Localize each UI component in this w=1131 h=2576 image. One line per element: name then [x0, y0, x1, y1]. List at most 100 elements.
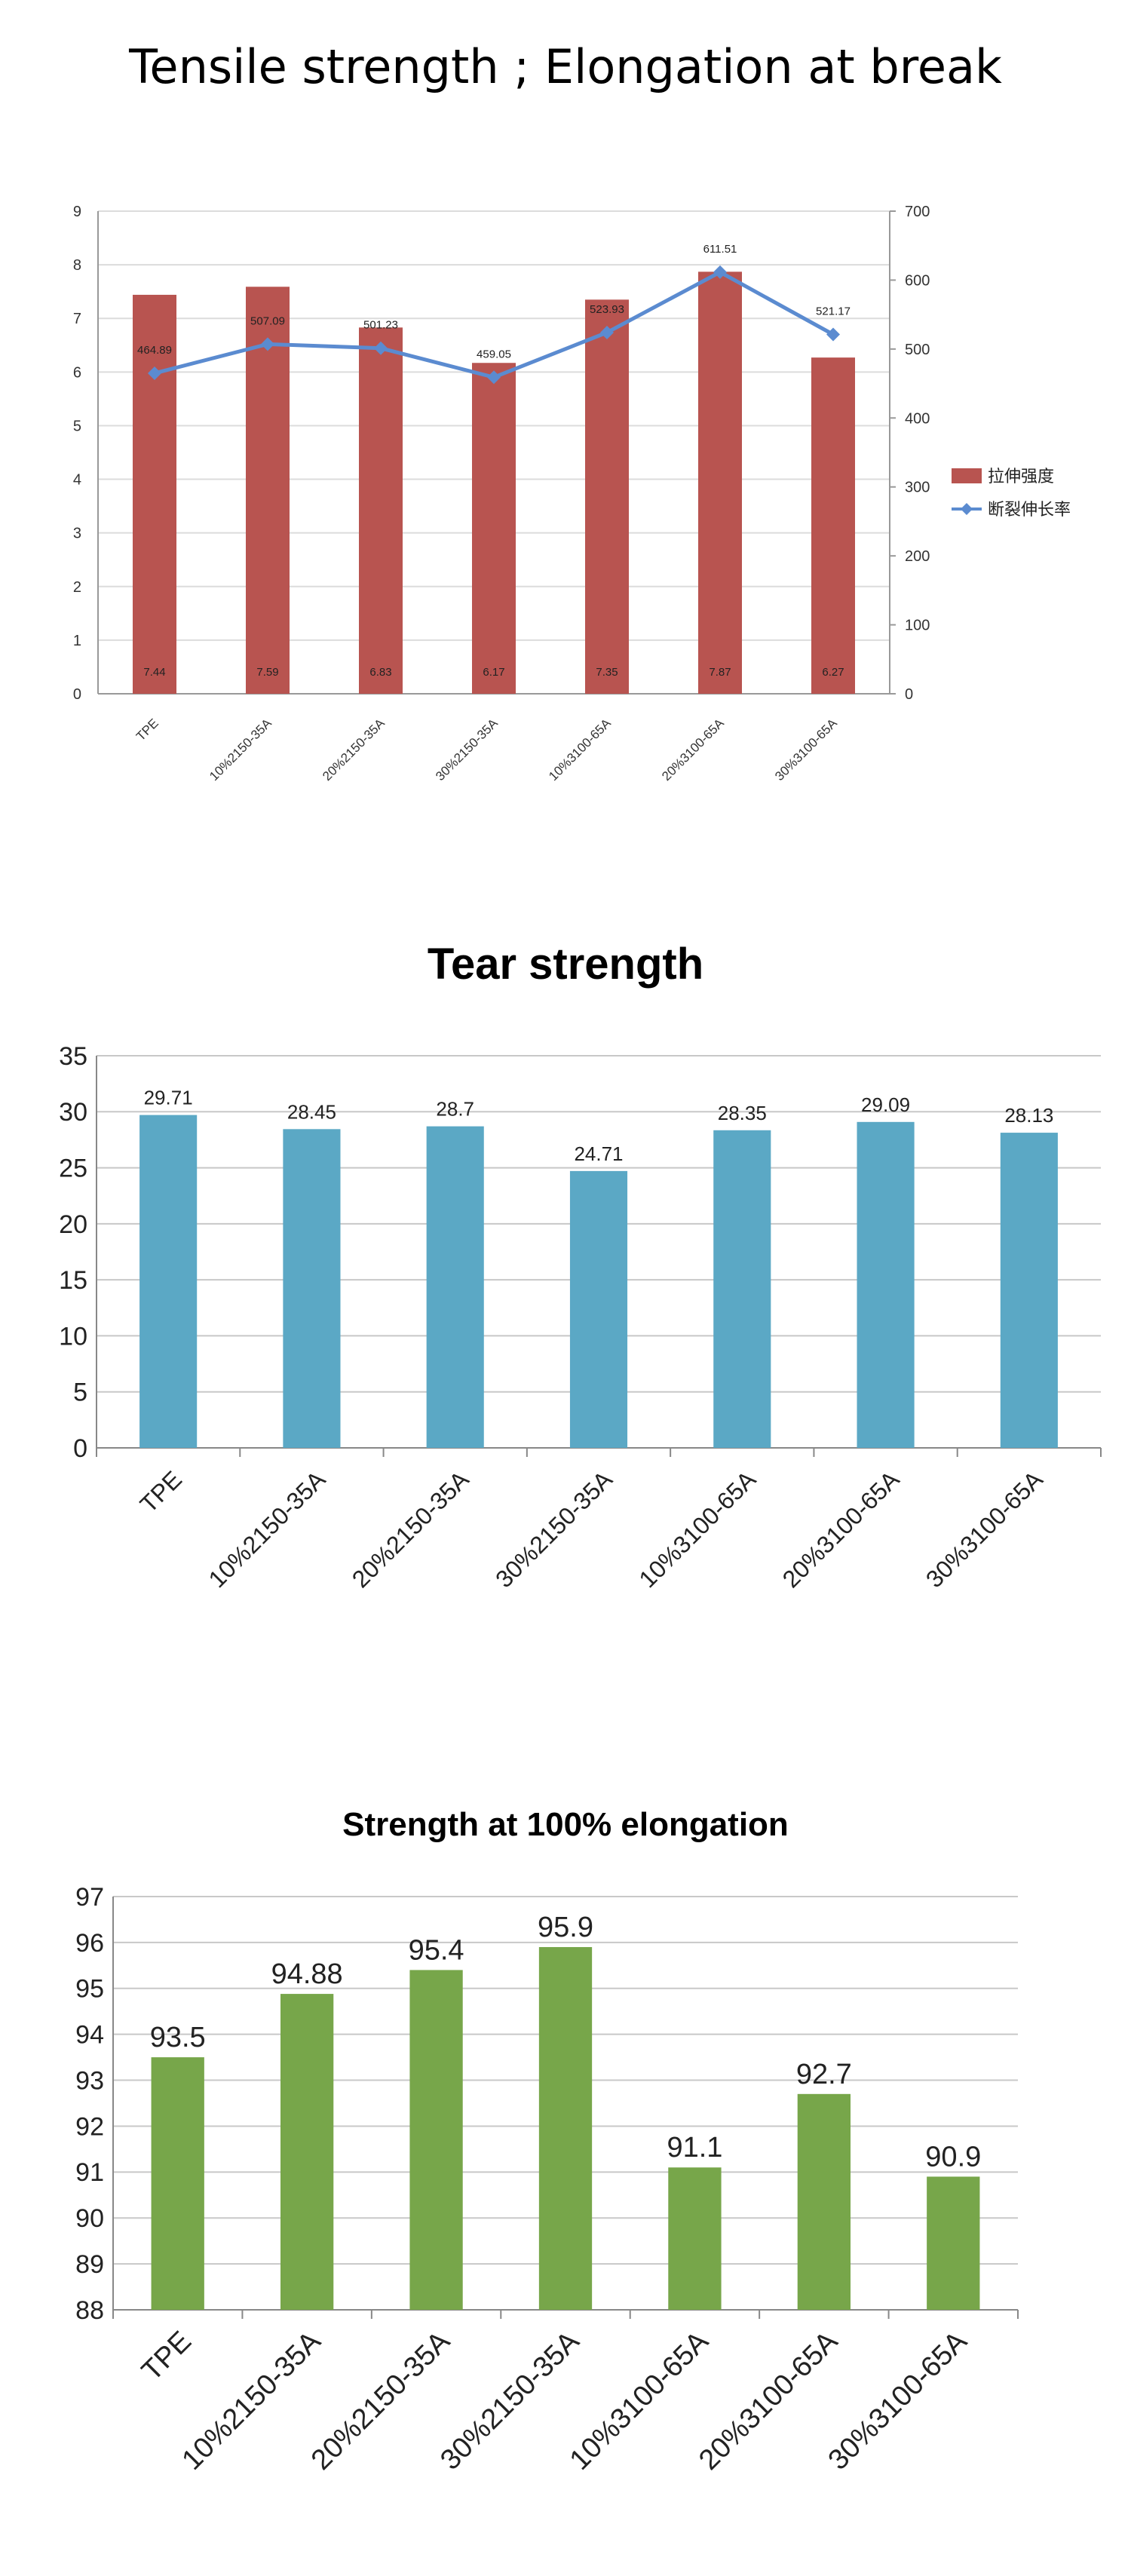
y-tick-label: 94 — [75, 2021, 104, 2050]
x-tick-label: 10%3100-65A — [564, 2325, 715, 2476]
x-tick-label: 30%2150-35A — [490, 1465, 618, 1593]
y-tick-label: 0 — [73, 1434, 87, 1463]
line-marker — [487, 370, 501, 385]
line-data-label: 507.09 — [250, 314, 285, 327]
bar — [472, 363, 516, 694]
data-label: 95.4 — [409, 1934, 464, 1966]
y-tick-label: 8 — [73, 257, 81, 274]
bar — [538, 1946, 593, 2310]
x-tick-label: 30%3100-65A — [823, 2325, 973, 2476]
tear-strength-chart: 0 5 10 15 20 25 30 35 29.71 TPE 28.45 10%2150-35A 28… — [59, 1042, 1102, 1593]
line-marker — [713, 265, 727, 279]
y-tick-label: 92 — [75, 2112, 104, 2141]
data-label: 29.71 — [144, 1087, 193, 1109]
data-label: 28.13 — [1004, 1104, 1053, 1127]
y-tick-label: 5 — [73, 418, 81, 434]
bar — [280, 1994, 334, 2310]
x-tick-label: 20%2150-35A — [320, 716, 388, 784]
x-tick-label: 10%2150-35A — [176, 2325, 326, 2476]
bar-data-label: 7.87 — [709, 666, 731, 679]
y2-tick-label: 200 — [905, 548, 930, 565]
y-tick-label: 89 — [75, 2250, 104, 2279]
y2-tick-label: 600 — [905, 272, 930, 289]
y-tick-label: 96 — [75, 1929, 104, 1958]
x-tick-label: TPE — [133, 716, 161, 744]
data-label: 28.35 — [718, 1102, 767, 1124]
x-tick-label: 30%2150-35A — [433, 716, 501, 784]
bar-data-label: 7.59 — [256, 666, 278, 679]
bar — [811, 357, 855, 694]
line-marker — [600, 325, 614, 339]
bar — [359, 327, 403, 694]
chart-title-tear: Tear strength — [427, 940, 704, 989]
legend-marker-line — [961, 503, 973, 515]
y2-tick-label: 500 — [905, 342, 930, 358]
y-tick-label: 20 — [59, 1210, 87, 1239]
y-tick-label: 9 — [73, 204, 81, 220]
y-tick-label: 30 — [59, 1098, 87, 1127]
y-tick-label: 88 — [75, 2296, 104, 2325]
x-tick-label: 30%3100-65A — [921, 1465, 1048, 1593]
bar — [569, 1170, 628, 1448]
y2-tick-label: 300 — [905, 480, 930, 496]
bar — [797, 2093, 851, 2310]
y-tick-label: 95 — [75, 1975, 104, 2004]
x-tick-label: 20%3100-65A — [693, 2325, 844, 2476]
bar — [585, 299, 629, 694]
x-tick-label: 10%3100-65A — [633, 1465, 761, 1593]
y-tick-label: 0 — [73, 686, 81, 703]
y-tick-label: 1 — [73, 633, 81, 649]
chart-title-strength100: Strength at 100% elongation — [342, 1806, 789, 1843]
legend-label-line: 断裂伸长率 — [988, 500, 1071, 519]
y-tick-label: 7 — [73, 311, 81, 327]
y-tick-label: 97 — [75, 1883, 104, 1912]
data-label: 28.7 — [436, 1098, 474, 1121]
data-label: 93.5 — [150, 2022, 206, 2053]
bar — [246, 287, 290, 694]
bar — [927, 2176, 980, 2310]
y2-tick-label: 400 — [905, 410, 930, 427]
line-data-label: 611.51 — [703, 243, 737, 256]
x-tick-label: 10%2150-35A — [204, 1465, 331, 1593]
data-label: 24.71 — [574, 1142, 623, 1165]
data-label: 29.09 — [861, 1093, 910, 1116]
y2-tick-label: 700 — [905, 204, 930, 220]
bar — [857, 1121, 915, 1448]
bar — [139, 1115, 198, 1448]
line-marker — [826, 327, 840, 342]
x-tick-label: 20%2150-35A — [305, 2325, 456, 2476]
bar-data-label: 7.44 — [143, 666, 165, 679]
y-tick-label: 90 — [75, 2204, 104, 2233]
y-tick-label: 35 — [59, 1042, 87, 1071]
data-label: 95.9 — [538, 1912, 593, 1943]
x-tick-label: TPE — [136, 2326, 198, 2387]
strength-100-chart: 88 89 90 91 92 93 94 95 96 97 93.5 TPE 94.88 10%2150-… — [75, 1883, 1019, 2476]
line-data-label: 501.23 — [363, 319, 398, 332]
legend-label-bar: 拉伸强度 — [988, 467, 1054, 486]
x-tick-label: 30%2150-35A — [434, 2325, 585, 2476]
y-tick-label: 10 — [59, 1322, 87, 1351]
line-marker — [148, 366, 161, 380]
bar — [668, 2167, 722, 2310]
y-tick-label: 4 — [73, 472, 81, 489]
x-tick-label: 10%2150-35A — [207, 716, 274, 784]
x-tick-label: TPE — [135, 1465, 187, 1517]
y-tick-label: 15 — [59, 1266, 87, 1295]
line-data-label: 521.17 — [816, 305, 851, 318]
data-label: 92.7 — [796, 2059, 852, 2090]
data-label: 94.88 — [271, 1958, 343, 1990]
x-tick-label: 30%3100-65A — [772, 716, 840, 784]
y-tick-label: 3 — [73, 526, 81, 542]
x-tick-label: 10%3100-65A — [546, 716, 614, 784]
bar — [133, 294, 176, 694]
line-data-label: 523.93 — [590, 303, 624, 316]
y-tick-label: 2 — [73, 579, 81, 596]
bar — [426, 1126, 484, 1448]
line-marker — [261, 337, 274, 351]
line-data-label: 459.05 — [477, 348, 511, 360]
x-tick-label: 20%3100-65A — [659, 716, 727, 784]
bar — [409, 1970, 463, 2310]
y-tick-label: 91 — [75, 2158, 104, 2187]
x-tick-label: 20%2150-35A — [347, 1465, 474, 1593]
bar — [698, 271, 742, 694]
